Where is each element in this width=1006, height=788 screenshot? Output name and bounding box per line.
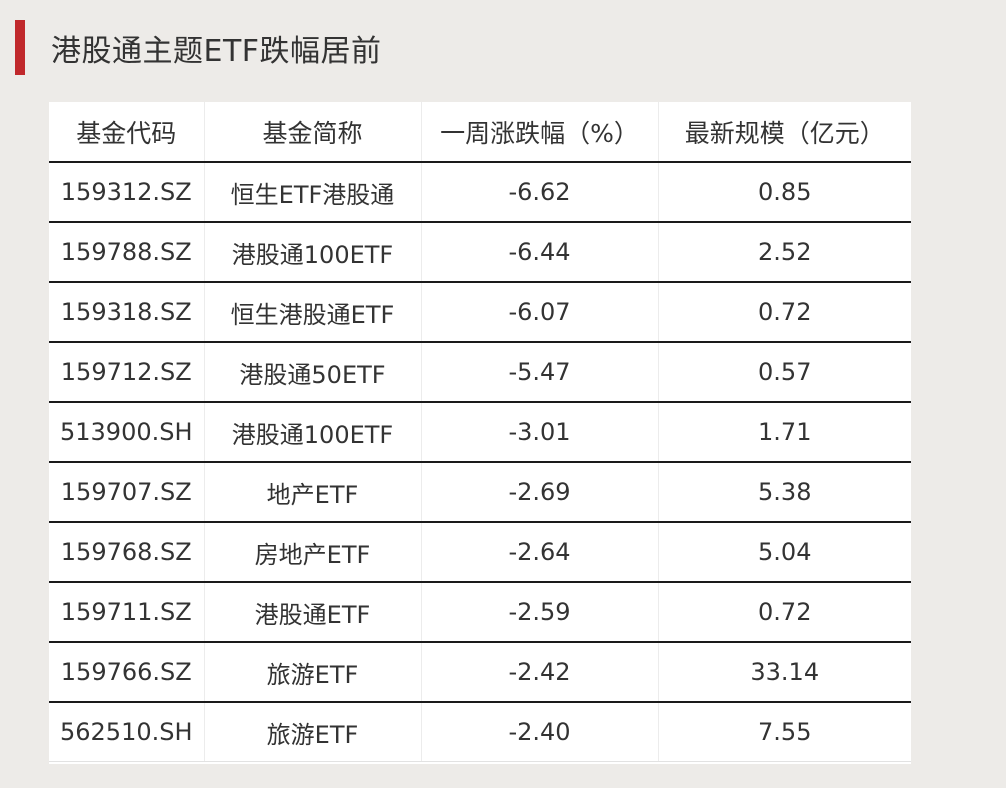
cell-weekly-change: -3.01 xyxy=(420,402,658,463)
cell-fund-name: 旅游ETF xyxy=(203,702,421,762)
cell-weekly-change: -2.59 xyxy=(420,582,658,643)
table-row: 159711.SZ 港股通ETF -2.59 0.72 xyxy=(49,582,911,643)
cell-weekly-change: -2.42 xyxy=(420,642,658,703)
cell-latest-size: 0.57 xyxy=(657,342,911,403)
cell-fund-name: 房地产ETF xyxy=(203,522,421,583)
cell-weekly-change: -5.47 xyxy=(420,342,658,403)
cell-fund-code: 159766.SZ xyxy=(49,642,204,703)
table-row: 562510.SH 旅游ETF -2.40 7.55 xyxy=(49,702,911,762)
etf-table-container: 基金代码 基金简称 一周涨跌幅（%） 最新规模（亿元） 159312.SZ 恒生… xyxy=(49,102,911,764)
table-row: 159712.SZ 港股通50ETF -5.47 0.57 xyxy=(49,342,911,403)
cell-weekly-change: -2.69 xyxy=(420,462,658,523)
cell-fund-name: 港股通50ETF xyxy=(203,342,421,403)
title-section: 港股通主题ETF跌幅居前 xyxy=(15,20,382,75)
table-row: 159318.SZ 恒生港股通ETF -6.07 0.72 xyxy=(49,282,911,343)
table-row: 159766.SZ 旅游ETF -2.42 33.14 xyxy=(49,642,911,703)
table-row: 159707.SZ 地产ETF -2.69 5.38 xyxy=(49,462,911,523)
table-row: 159768.SZ 房地产ETF -2.64 5.04 xyxy=(49,522,911,583)
cell-latest-size: 0.72 xyxy=(657,582,911,643)
cell-fund-name: 旅游ETF xyxy=(203,642,421,703)
cell-weekly-change: -2.40 xyxy=(420,702,658,762)
cell-fund-code: 562510.SH xyxy=(49,702,204,762)
cell-weekly-change: -6.07 xyxy=(420,282,658,343)
cell-fund-name: 港股通100ETF xyxy=(203,222,421,283)
cell-fund-name: 港股通ETF xyxy=(203,582,421,643)
cell-latest-size: 5.38 xyxy=(657,462,911,523)
cell-latest-size: 7.55 xyxy=(657,702,911,762)
title-accent-bar xyxy=(15,20,25,75)
header-fund-name: 基金简称 xyxy=(203,102,421,163)
table-header: 基金代码 基金简称 一周涨跌幅（%） 最新规模（亿元） xyxy=(49,102,911,163)
cell-weekly-change: -6.62 xyxy=(420,162,658,223)
cell-fund-name: 地产ETF xyxy=(203,462,421,523)
cell-fund-code: 513900.SH xyxy=(49,402,204,463)
cell-latest-size: 0.85 xyxy=(657,162,911,223)
cell-fund-name: 港股通100ETF xyxy=(203,402,421,463)
cell-latest-size: 2.52 xyxy=(657,222,911,283)
cell-latest-size: 1.71 xyxy=(657,402,911,463)
header-row: 基金代码 基金简称 一周涨跌幅（%） 最新规模（亿元） xyxy=(49,102,911,163)
header-fund-code: 基金代码 xyxy=(49,102,204,163)
cell-fund-code: 159318.SZ xyxy=(49,282,204,343)
cell-latest-size: 33.14 xyxy=(657,642,911,703)
cell-weekly-change: -2.64 xyxy=(420,522,658,583)
cell-fund-code: 159711.SZ xyxy=(49,582,204,643)
table-row: 159788.SZ 港股通100ETF -6.44 2.52 xyxy=(49,222,911,283)
cell-fund-name: 恒生港股通ETF xyxy=(203,282,421,343)
cell-fund-code: 159707.SZ xyxy=(49,462,204,523)
header-latest-size: 最新规模（亿元） xyxy=(657,102,911,163)
cell-fund-code: 159712.SZ xyxy=(49,342,204,403)
table-body: 159312.SZ 恒生ETF港股通 -6.62 0.85 159788.SZ … xyxy=(49,162,911,762)
cell-fund-code: 159312.SZ xyxy=(49,162,204,223)
table-row: 159312.SZ 恒生ETF港股通 -6.62 0.85 xyxy=(49,162,911,223)
cell-weekly-change: -6.44 xyxy=(420,222,658,283)
page-title: 港股通主题ETF跌幅居前 xyxy=(51,33,382,69)
cell-latest-size: 0.72 xyxy=(657,282,911,343)
etf-table: 基金代码 基金简称 一周涨跌幅（%） 最新规模（亿元） 159312.SZ 恒生… xyxy=(49,102,911,762)
cell-latest-size: 5.04 xyxy=(657,522,911,583)
cell-fund-code: 159768.SZ xyxy=(49,522,204,583)
cell-fund-name: 恒生ETF港股通 xyxy=(203,162,421,223)
table-row: 513900.SH 港股通100ETF -3.01 1.71 xyxy=(49,402,911,463)
cell-fund-code: 159788.SZ xyxy=(49,222,204,283)
header-weekly-change: 一周涨跌幅（%） xyxy=(420,102,658,163)
